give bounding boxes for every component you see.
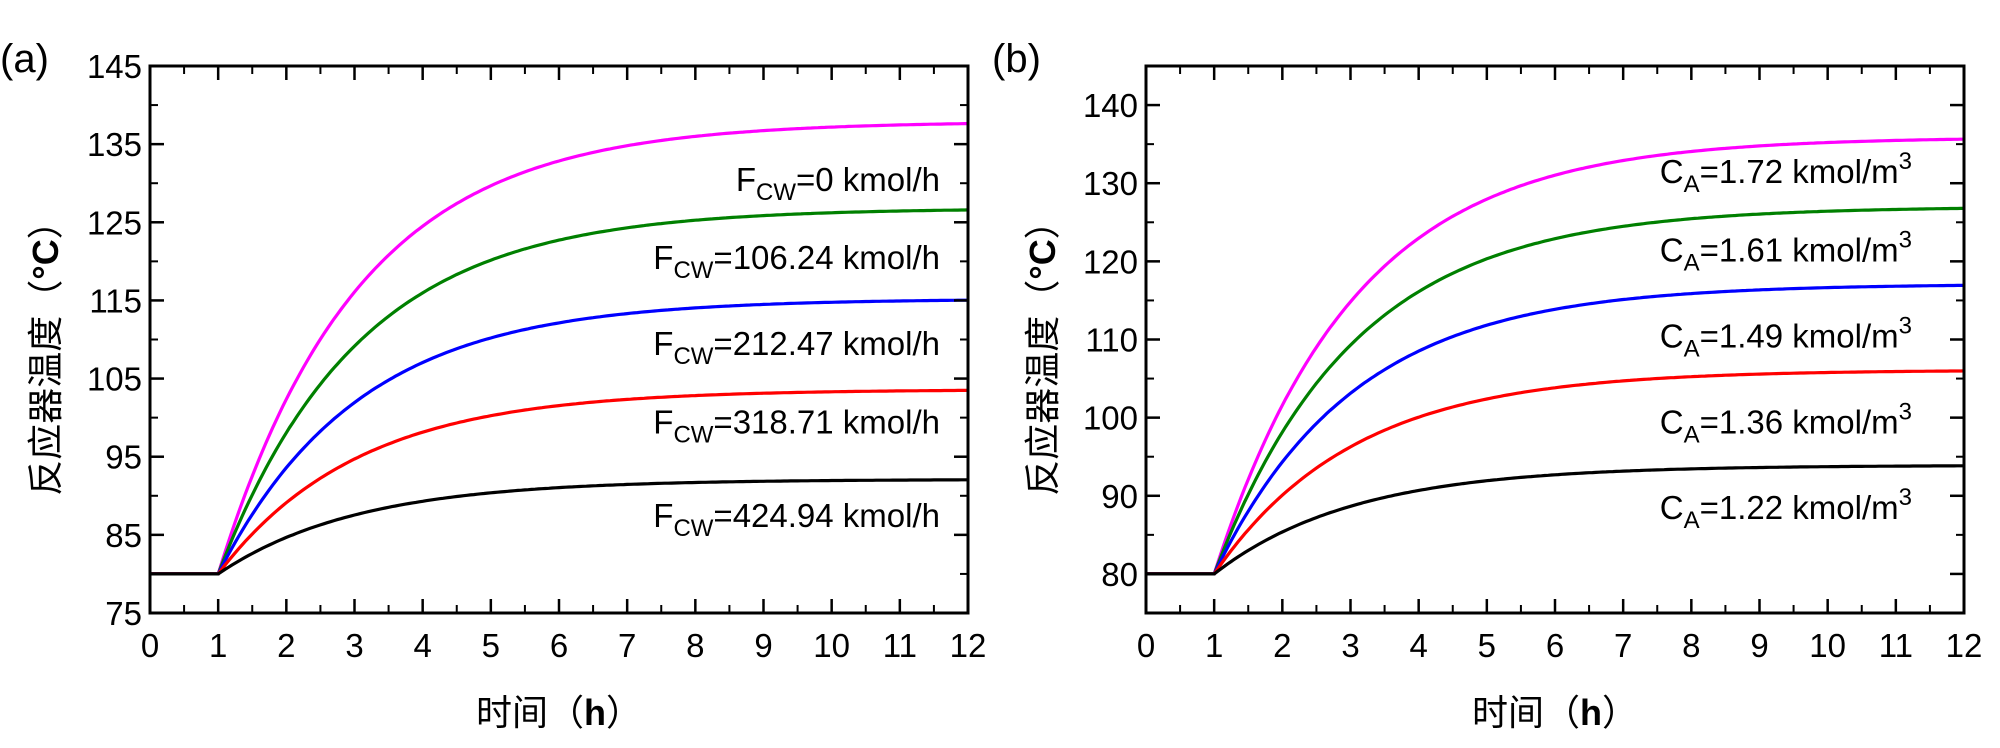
x-tick-label: 6 — [550, 627, 568, 664]
x-tick-label: 3 — [345, 627, 363, 664]
x-tick-label: 10 — [1809, 627, 1846, 664]
x-tick-label: 8 — [1682, 627, 1700, 664]
series-annotation-1: FCW=0 kmol/h — [736, 161, 940, 206]
x-tick-label: 4 — [413, 627, 431, 664]
x-tick-label: 1 — [1205, 627, 1223, 664]
y-tick-label: 125 — [87, 204, 142, 241]
y-tick-label: 80 — [1101, 556, 1138, 593]
x-tick-label: 8 — [686, 627, 704, 664]
x-tick-label: 12 — [1946, 627, 1983, 664]
x-tick-label: 7 — [1614, 627, 1632, 664]
series-line-1 — [1146, 137, 1964, 576]
series-line-2 — [150, 208, 969, 576]
series-line-2 — [1146, 206, 1964, 576]
y-tick-label: 105 — [87, 361, 142, 398]
x-tick-label: 11 — [1879, 627, 1913, 664]
y-tick-label: 110 — [1085, 322, 1138, 359]
y-tick-label: 140 — [1083, 87, 1138, 124]
series-annotation-3: CA=1.49 kmol/m3 — [1660, 312, 1912, 362]
x-tick-label: 2 — [1273, 627, 1291, 664]
y-tick-label: 85 — [105, 517, 142, 554]
panel-label: (a) — [0, 37, 49, 81]
y-axis-title: 反应器温度（°C） — [1022, 203, 1064, 495]
x-tick-label: 7 — [618, 627, 636, 664]
series-annotation-3: FCW=212.47 kmol/h — [653, 325, 940, 370]
panel-b: (b)0 1 2 3 4 5 6 7 8 9 10 11 128090100110120130140时间… — [992, 37, 1982, 734]
x-tick-label: 6 — [1546, 627, 1564, 664]
panel-label: (b) — [992, 37, 1041, 81]
y-tick-label: 100 — [1083, 400, 1138, 437]
series-annotation-2: FCW=106.24 kmol/h — [653, 239, 940, 284]
x-tick-label: 2 — [277, 627, 295, 664]
y-tick-label: 115 — [89, 282, 142, 319]
x-axis-title: 时间（h） — [476, 692, 642, 734]
series-line-3 — [150, 298, 968, 576]
series-line-4 — [1146, 369, 1965, 576]
x-tick-label: 0 — [1137, 627, 1155, 664]
y-tick-label: 90 — [1101, 478, 1138, 515]
x-tick-label: 4 — [1409, 627, 1427, 664]
series-line-5 — [1146, 464, 1964, 576]
x-tick-label: 11 — [883, 627, 917, 664]
y-axis-title: 反应器温度（°C） — [25, 203, 67, 495]
x-tick-label: 3 — [1341, 627, 1359, 664]
series-annotation-4: FCW=318.71 kmol/h — [653, 403, 940, 448]
x-tick-label: 10 — [813, 627, 850, 664]
y-tick-label: 145 — [87, 48, 142, 85]
x-tick-label: 9 — [754, 627, 772, 664]
series-line-4 — [150, 388, 968, 576]
y-tick-label: 75 — [105, 595, 142, 632]
x-tick-label: 12 — [950, 627, 987, 664]
x-tick-label: 1 — [209, 627, 227, 664]
y-tick-label: 95 — [105, 439, 142, 476]
series-annotation-5: CA=1.22 kmol/m3 — [1660, 484, 1912, 534]
series-annotation-5: FCW=424.94 kmol/h — [653, 497, 940, 542]
y-tick-label: 130 — [1083, 165, 1138, 202]
series-line-5 — [150, 478, 968, 576]
series-annotation-1: CA=1.72 kmol/m3 — [1660, 148, 1912, 198]
y-tick-label: 120 — [1083, 243, 1138, 280]
series-annotation-4: CA=1.36 kmol/m3 — [1660, 398, 1912, 448]
y-tick-label: 135 — [87, 126, 142, 163]
series-line-1 — [150, 122, 968, 576]
x-tick-label: 5 — [482, 627, 500, 664]
x-tick-label: 5 — [1478, 627, 1496, 664]
x-axis-title: 时间（h） — [1472, 692, 1638, 734]
x-tick-label: 9 — [1750, 627, 1768, 664]
series-line-3 — [1146, 283, 1964, 576]
series-annotation-2: CA=1.61 kmol/m3 — [1660, 226, 1912, 276]
x-tick-label: 0 — [141, 627, 159, 664]
panel-a: (a)0 1 2 3 4 5 6 7 8 9 10 11 12758595105115125135145… — [0, 37, 986, 734]
